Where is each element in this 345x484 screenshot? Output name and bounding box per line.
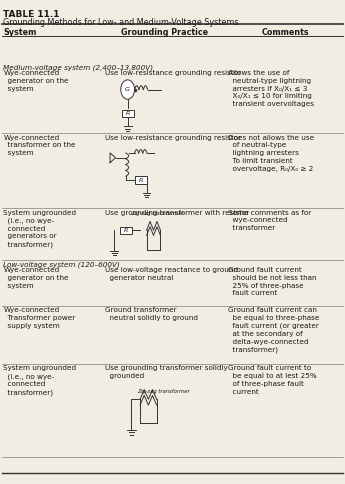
Text: Wye-connected
  generator on the
  system: Wye-connected generator on the system bbox=[3, 70, 69, 91]
Text: Grounding Practice: Grounding Practice bbox=[121, 28, 208, 37]
Text: Use low-voltage reactance to ground
  generator neutral: Use low-voltage reactance to ground gene… bbox=[105, 267, 238, 281]
Text: Ground fault current can
  be equal to three-phase
  fault current (or greater
 : Ground fault current can be equal to thr… bbox=[228, 307, 319, 353]
Text: Wye-connected
  generator on the
  system: Wye-connected generator on the system bbox=[3, 267, 69, 288]
Text: Medium-voltage system (2,400–13,800V): Medium-voltage system (2,400–13,800V) bbox=[3, 65, 153, 72]
Text: Use low-resistance grounding resistor: Use low-resistance grounding resistor bbox=[105, 70, 241, 76]
Text: Wye-connected
  transformer on the
  system: Wye-connected transformer on the system bbox=[3, 135, 76, 156]
Text: Allows the use of
  neutral-type lightning
  arresters if X₀/X₁ ≤ 3
  X₀/X₁ ≤ 10: Allows the use of neutral-type lightning… bbox=[228, 70, 314, 107]
Text: Use grounding transformer with resistor: Use grounding transformer with resistor bbox=[105, 210, 249, 215]
Text: System ungrounded
  (i.e., no wye-
  connected
  generators or
  transformer): System ungrounded (i.e., no wye- connect… bbox=[3, 210, 77, 248]
Text: Use grounding transformer solidly
  grounded: Use grounding transformer solidly ground… bbox=[105, 365, 228, 379]
Text: Ground fault current
  should be not less than
  25% of three-phase
  fault curr: Ground fault current should be not less … bbox=[228, 267, 316, 296]
Text: Use low-resistance grounding resistor: Use low-resistance grounding resistor bbox=[105, 135, 241, 140]
Text: G: G bbox=[125, 87, 130, 92]
Text: Does not allows the use
  of neutral-type
  lightning arresters
  To limit trans: Does not allows the use of neutral-type … bbox=[228, 135, 314, 171]
Text: System: System bbox=[3, 28, 37, 37]
Text: Grounding Methods for Low- and Medium-Voltage Systems: Grounding Methods for Low- and Medium-Vo… bbox=[3, 18, 239, 28]
FancyBboxPatch shape bbox=[135, 177, 147, 184]
Text: R: R bbox=[124, 227, 128, 233]
Text: Zig-zag transformer: Zig-zag transformer bbox=[131, 211, 183, 216]
Text: System ungrounded
  (i.e., no wye-
  connected
  transformer): System ungrounded (i.e., no wye- connect… bbox=[3, 365, 77, 396]
Text: Ground fault current to
  be equal to at lest 25%
  of three-phase fault
  curre: Ground fault current to be equal to at l… bbox=[228, 365, 316, 394]
Text: Low-voltage system (120–600V): Low-voltage system (120–600V) bbox=[3, 262, 120, 269]
FancyBboxPatch shape bbox=[122, 110, 134, 117]
Text: Zig-zag transformer: Zig-zag transformer bbox=[138, 390, 190, 394]
Text: Wye-connected
  Transformer power
  supply system: Wye-connected Transformer power supply s… bbox=[3, 307, 76, 329]
Text: R: R bbox=[126, 111, 130, 116]
Text: Some comments as for
  wye-connected
  transformer: Some comments as for wye-connected trans… bbox=[228, 210, 311, 231]
FancyBboxPatch shape bbox=[120, 227, 132, 234]
Text: R: R bbox=[139, 178, 143, 182]
Text: Comments: Comments bbox=[262, 28, 309, 37]
Circle shape bbox=[121, 80, 135, 99]
Text: TABLE 11.1: TABLE 11.1 bbox=[3, 10, 60, 19]
Text: Ground transformer
  neutral solidly to ground: Ground transformer neutral solidly to gr… bbox=[105, 307, 198, 321]
